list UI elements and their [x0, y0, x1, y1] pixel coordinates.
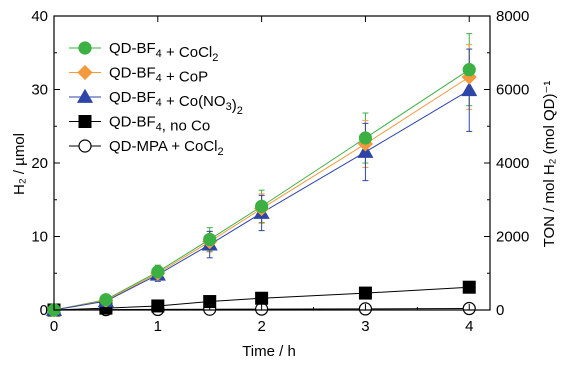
data-point — [461, 82, 478, 97]
y2-tick-label: 0 — [496, 302, 504, 319]
y2-tick-label: 6000 — [496, 82, 529, 99]
legend-label: QD-BF4 + Co(NO3)2 — [109, 89, 243, 117]
y2-tick-label: 4000 — [496, 155, 529, 172]
legend-label: QD-BF4 + CoP — [109, 65, 208, 86]
x-tick-label: 2 — [257, 318, 265, 335]
legend-marker — [77, 64, 93, 81]
y2-tick-label: 8000 — [496, 8, 529, 25]
y-tick-label: 0 — [40, 302, 48, 319]
data-point — [151, 265, 165, 279]
data-point — [358, 131, 373, 145]
data-point — [255, 291, 269, 305]
y2-tick-label: 2000 — [496, 229, 529, 246]
series-markers — [45, 63, 478, 318]
data-point — [203, 232, 217, 247]
x-tick-label: 0 — [50, 318, 58, 335]
legend-marker — [78, 41, 92, 55]
legend-marker — [78, 115, 92, 128]
plot-frame — [53, 15, 491, 311]
data-point — [99, 293, 113, 307]
x-tick-label: 4 — [465, 318, 473, 335]
legend-label: QD-BF4, no Co — [109, 114, 210, 135]
legend-label: QD-BF4 + CoCl2 — [109, 40, 218, 64]
data-point — [255, 199, 269, 213]
data-point — [462, 280, 476, 294]
y-tick-label: 30 — [31, 82, 48, 99]
x-tick-label: 1 — [154, 318, 162, 335]
y-tick-label: 20 — [31, 155, 48, 172]
y-axis-label: H₂ / µmol — [11, 133, 28, 195]
legend-label: QD-MPA + CoCl2 — [109, 138, 224, 158]
x-tick-label: 3 — [361, 318, 369, 335]
legend-marker — [76, 88, 94, 103]
data-point — [461, 69, 477, 85]
y-tick-label: 10 — [31, 229, 48, 246]
x-axis-label: Time / h — [242, 343, 296, 360]
y2-axis-label: TON / mol H₂ (mol QD)⁻¹ — [541, 81, 558, 248]
data-point — [203, 295, 217, 309]
data-point — [358, 286, 372, 300]
y-tick-label: 40 — [31, 8, 48, 25]
legend-marker — [78, 139, 92, 153]
data-point — [462, 63, 476, 77]
